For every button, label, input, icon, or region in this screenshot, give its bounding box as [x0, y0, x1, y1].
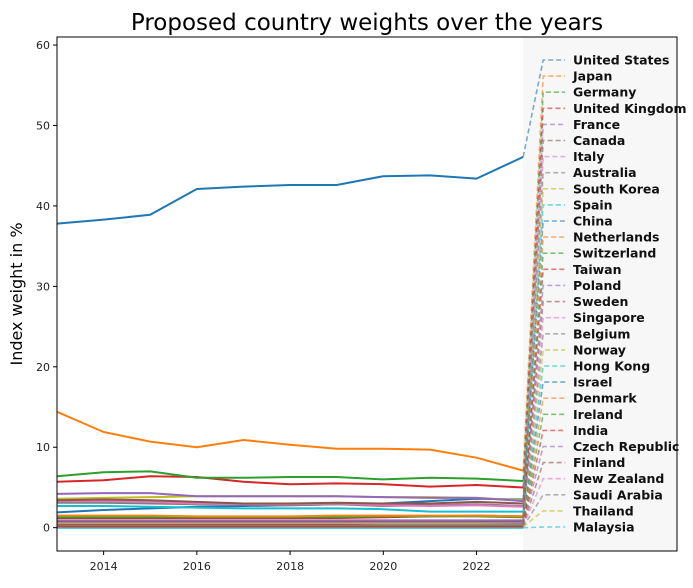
legend-label-taiwan: Taiwan	[573, 262, 622, 277]
chart-title: Proposed country weights over the years	[131, 10, 603, 36]
legend-label-czech-republic: Czech Republic	[573, 439, 679, 454]
series-line-united-kingdom	[56, 475, 524, 489]
legend-connector-france	[522, 123, 566, 502]
x-tick-label: 2018	[276, 560, 304, 573]
legend-label-singapore: Singapore	[573, 310, 645, 325]
y-tick-label: 60	[36, 39, 50, 52]
legend-label-canada: Canada	[573, 133, 625, 148]
legend-label-malaysia: Malaysia	[573, 520, 635, 535]
y-tick-label: 10	[36, 441, 50, 454]
legend-connector-india	[522, 429, 566, 526]
legend-label-germany: Germany	[573, 85, 636, 100]
legend-label-thailand: Thailand	[573, 503, 634, 518]
x-tick-label: 2014	[90, 560, 118, 573]
y-tick-label: 50	[36, 119, 50, 132]
legend-shaded-region	[523, 37, 677, 551]
y-tick-label: 0	[43, 522, 50, 535]
legend-connector-taiwan	[522, 268, 566, 517]
legend-label-spain: Spain	[573, 197, 613, 212]
legend-connector-spain	[522, 204, 566, 512]
legend-label-italy: Italy	[573, 149, 605, 164]
legend-connector-united-kingdom	[522, 107, 566, 488]
legend-label-norway: Norway	[573, 342, 626, 357]
legend-label-india: India	[573, 423, 608, 438]
series-line-canada	[56, 498, 524, 505]
y-tick-label: 40	[36, 200, 50, 213]
legend-label-sweden: Sweden	[573, 294, 628, 309]
legend-label-israel: Israel	[573, 375, 612, 390]
legend-label-south-korea: South Korea	[573, 181, 660, 196]
series-line-united-states	[56, 155, 524, 225]
legend-connector-ireland	[522, 413, 566, 525]
legend-connector-united-states	[522, 59, 566, 158]
legend-label-poland: Poland	[573, 278, 621, 293]
legend-label-denmark: Denmark	[573, 391, 637, 406]
legend-connector-saudi-arabia	[522, 493, 566, 528]
legend-connector-denmark	[522, 397, 566, 525]
legend-connector-japan	[522, 75, 566, 471]
legend-connector-south-korea	[522, 188, 566, 501]
x-tick-label: 2022	[463, 560, 491, 573]
series-line-netherlands	[57, 514, 524, 518]
legend-label-australia: Australia	[573, 165, 637, 180]
y-tick-label: 30	[36, 280, 50, 293]
series-line-spain	[57, 505, 524, 513]
axes-frame	[56, 36, 678, 552]
legend-connector-finland	[522, 461, 566, 527]
legend-label-switzerland: Switzerland	[573, 246, 656, 261]
legend-connector-czech-republic	[522, 445, 566, 526]
legend-connector-singapore	[522, 316, 566, 523]
legend-label-ireland: Ireland	[573, 407, 623, 422]
y-tick-label: 20	[36, 361, 50, 374]
legend-label-china: China	[573, 214, 613, 229]
legend-connector-new-zealand	[522, 477, 566, 527]
legend-connector-poland	[522, 284, 566, 521]
legend-label-france: France	[573, 117, 620, 132]
legend-label-united-states: United States	[573, 53, 669, 68]
legend-label-united-kingdom: United Kingdom	[573, 101, 686, 116]
x-tick-label: 2016	[183, 560, 211, 573]
legend-label-new-zealand: New Zealand	[573, 471, 664, 486]
series-line-japan	[56, 410, 524, 472]
legend-label-saudi-arabia: Saudi Arabia	[573, 487, 663, 502]
legend-connector-netherlands	[522, 236, 566, 517]
legend-connector-australia	[522, 171, 566, 507]
series-line-germany	[56, 470, 524, 482]
legend-label-belgium: Belgium	[573, 326, 630, 341]
legend-label-hong-kong: Hong Kong	[573, 359, 650, 374]
series-line-france	[56, 492, 524, 503]
y-axis-label: Index weight in %	[7, 222, 26, 365]
legend-connector-belgium	[522, 332, 566, 523]
legend-label-japan: Japan	[572, 69, 612, 84]
x-tick-label: 2020	[369, 560, 397, 573]
legend-connector-switzerland	[522, 252, 566, 518]
legend-label-netherlands: Netherlands	[573, 230, 659, 245]
legend-label-finland: Finland	[573, 455, 625, 470]
legend-connector-malaysia	[523, 526, 566, 529]
legend-connector-thailand	[522, 510, 566, 528]
